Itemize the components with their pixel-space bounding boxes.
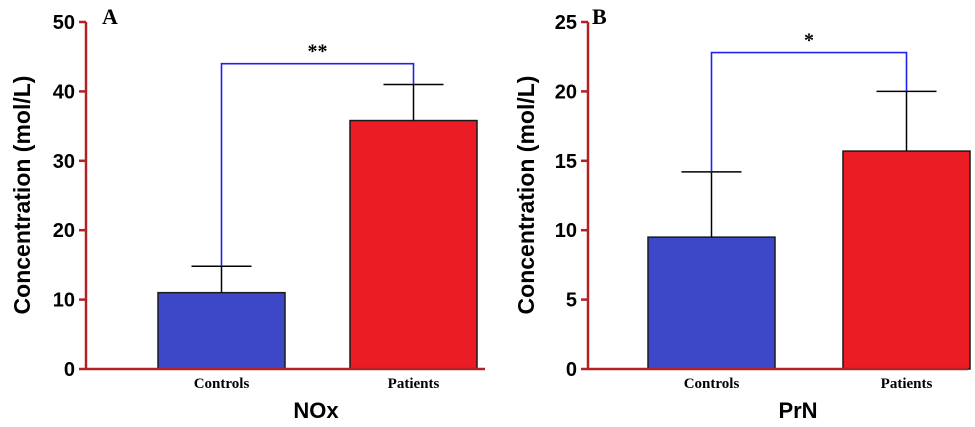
- category-label: Controls: [684, 376, 740, 392]
- panel-b-prn-chart: Controls Patients 0 5 10 15 20 25 * Concentration…: [513, 4, 971, 423]
- y-tick-label: 30: [53, 151, 75, 173]
- significance-bracket: [220, 62, 415, 267]
- x-axis-label: NOx: [293, 398, 339, 423]
- bar-controls: [647, 236, 776, 370]
- panel-label: A: [102, 4, 118, 29]
- bar-patients: [842, 150, 971, 370]
- category-label: Patients: [881, 376, 933, 392]
- y-tick-label: 25: [555, 12, 577, 34]
- significance-marker: *: [804, 30, 814, 52]
- y-tick-label: 10: [53, 290, 75, 312]
- panel-a-nox-chart: Controls Patients 0 10 20 30 40 50 ** Concentrati…: [9, 4, 485, 423]
- bar-patients: [349, 119, 478, 370]
- panel-label: B: [592, 4, 607, 29]
- bar-controls: [157, 291, 286, 370]
- x-axis-label: PrN: [778, 398, 817, 423]
- significance-marker: **: [308, 41, 328, 63]
- y-tick-label: 20: [555, 81, 577, 103]
- category-label: Controls: [194, 376, 250, 392]
- category-label: Patients: [388, 376, 440, 392]
- y-tick-label: 20: [53, 220, 75, 242]
- y-axis-label: Concentration (mol/L): [9, 76, 35, 315]
- y-axis-label: Concentration (mol/L): [513, 76, 539, 315]
- y-tick-label: 5: [566, 290, 577, 312]
- y-tick-label: 50: [53, 12, 75, 34]
- y-tick-label: 0: [566, 359, 577, 381]
- y-tick-label: 40: [53, 81, 75, 103]
- y-tick-label: 10: [555, 220, 577, 242]
- y-tick-label: 0: [64, 359, 75, 381]
- significance-bracket: [710, 51, 908, 172]
- y-tick-label: 15: [555, 151, 577, 173]
